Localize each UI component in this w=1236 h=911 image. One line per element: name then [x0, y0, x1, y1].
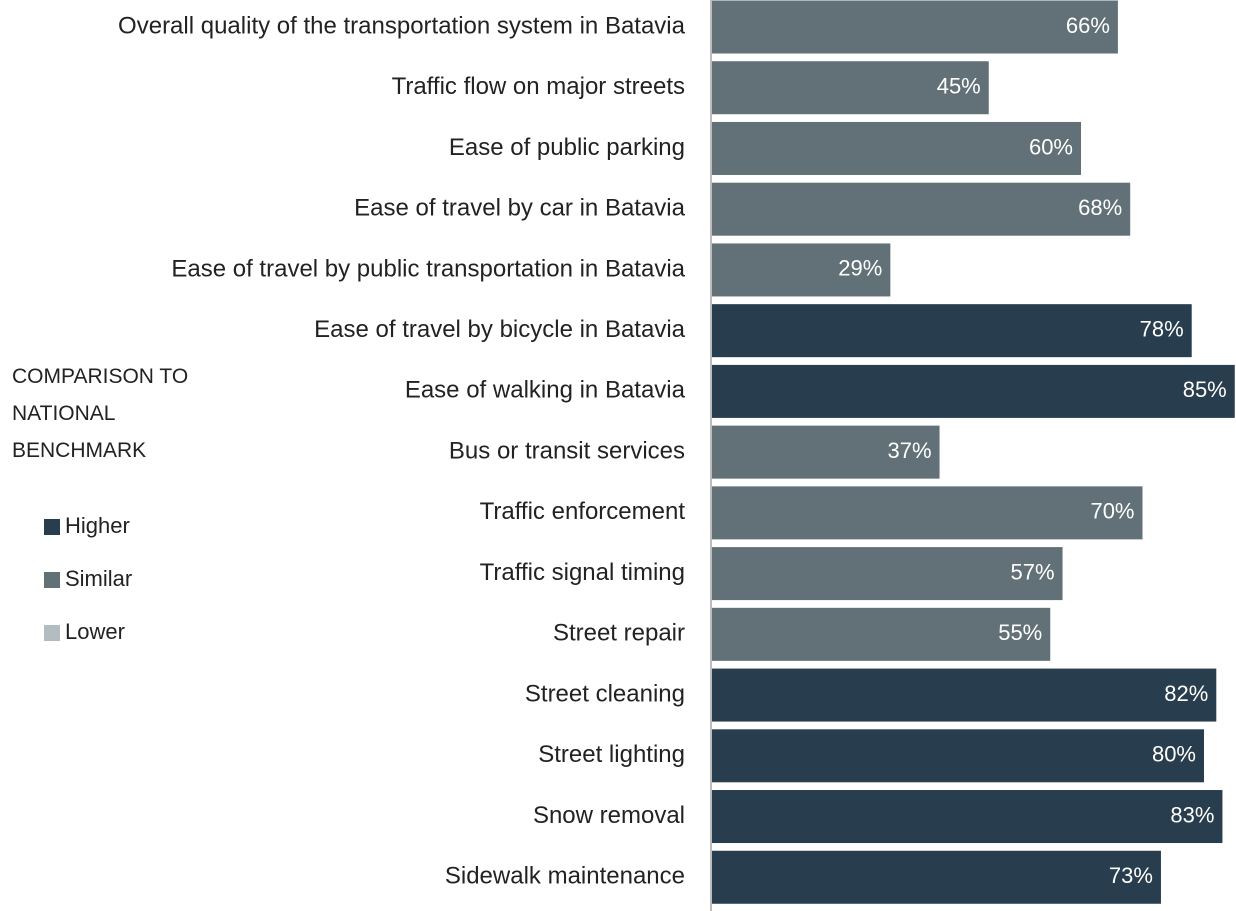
category-label: Ease of travel by car in Batavia — [354, 195, 685, 222]
value-label: 55% — [998, 620, 1042, 645]
bar — [712, 486, 1143, 540]
value-label: 80% — [1152, 742, 1196, 767]
category-label: Ease of travel by bicycle in Batavia — [314, 316, 686, 343]
legend-label: Similar — [65, 566, 132, 591]
bar — [712, 121, 1081, 175]
legend-swatch — [44, 572, 60, 588]
bar — [712, 547, 1063, 601]
legend-swatch — [44, 625, 60, 641]
value-label: 60% — [1029, 134, 1073, 159]
category-label: Traffic flow on major streets — [392, 73, 685, 100]
category-label: Sidewalk maintenance — [445, 863, 685, 890]
legend-label: Higher — [65, 513, 130, 538]
bar — [712, 425, 940, 479]
bar — [712, 304, 1192, 358]
bar — [712, 61, 989, 115]
value-label: 83% — [1170, 802, 1214, 827]
value-label: 57% — [1011, 559, 1055, 584]
bar — [712, 243, 891, 297]
bar — [712, 0, 1118, 54]
category-label: Street lighting — [538, 741, 685, 768]
value-label: 78% — [1140, 316, 1184, 341]
category-label: Traffic enforcement — [480, 498, 686, 525]
value-label: 29% — [838, 256, 882, 281]
value-label: 45% — [937, 74, 981, 99]
value-label: 66% — [1066, 13, 1110, 38]
bar — [712, 729, 1204, 783]
value-label: 85% — [1183, 377, 1227, 402]
bar — [712, 607, 1051, 661]
bar — [712, 668, 1217, 722]
category-label: Traffic signal timing — [480, 559, 685, 586]
value-label: 68% — [1078, 195, 1122, 220]
category-label: Street repair — [553, 620, 685, 647]
bar — [712, 364, 1235, 418]
category-label: Ease of public parking — [449, 134, 685, 161]
bar — [712, 790, 1223, 844]
category-label: Ease of travel by public transportation … — [171, 255, 685, 282]
category-label: Street cleaning — [525, 680, 685, 707]
category-label: Snow removal — [533, 802, 685, 829]
category-label: Bus or transit services — [449, 437, 685, 464]
category-label: Overall quality of the transportation sy… — [118, 12, 686, 39]
value-label: 37% — [888, 438, 932, 463]
value-label: 70% — [1090, 499, 1134, 524]
legend-swatch — [44, 519, 60, 535]
category-label: Ease of walking in Batavia — [405, 377, 686, 404]
value-label: 82% — [1164, 681, 1208, 706]
legend-title: COMPARISON TO NATIONAL BENCHMARK — [12, 365, 189, 462]
value-label: 73% — [1109, 863, 1153, 888]
bar — [712, 850, 1161, 904]
legend-label: Lower — [65, 619, 125, 644]
bar — [712, 182, 1131, 236]
